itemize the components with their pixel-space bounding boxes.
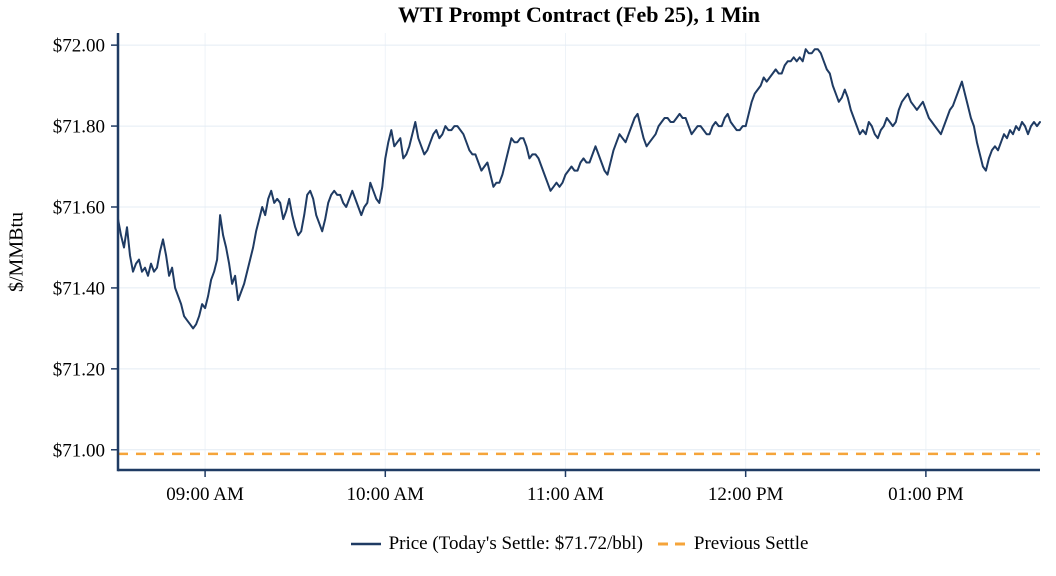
legend: Price (Today's Settle: $71.72/bbl) Previ… (118, 524, 1040, 564)
x-tick-label: 11:00 AM (527, 484, 604, 505)
x-tick-label: 10:00 AM (346, 484, 424, 505)
legend-item-settle: Previous Settle (657, 533, 809, 555)
x-tick-label: 09:00 AM (166, 484, 244, 505)
price-series-line (117, 48, 1041, 330)
legend-item-price: Price (Today's Settle: $71.72/bbl) (350, 533, 643, 555)
y-tick-label: $71.20 (53, 359, 105, 380)
settle-line-swatch (657, 542, 686, 546)
chart-title: WTI Prompt Contract (Feb 25), 1 Min (398, 2, 760, 27)
y-tick-label: $72.00 (53, 36, 105, 57)
legend-price-label: Price (Today's Settle: $71.72/bbl) (388, 533, 643, 554)
y-tick-label: $71.80 (53, 117, 105, 138)
legend-settle-label: Previous Settle (693, 533, 809, 554)
y-tick-label: $71.00 (53, 440, 105, 461)
price-line-swatch (350, 542, 381, 546)
y-tick-label: $71.60 (53, 197, 105, 218)
x-tick-label: 12:00 PM (708, 484, 784, 505)
y-tick-label: $71.40 (53, 278, 105, 299)
x-tick-label: 01:00 PM (888, 484, 964, 505)
